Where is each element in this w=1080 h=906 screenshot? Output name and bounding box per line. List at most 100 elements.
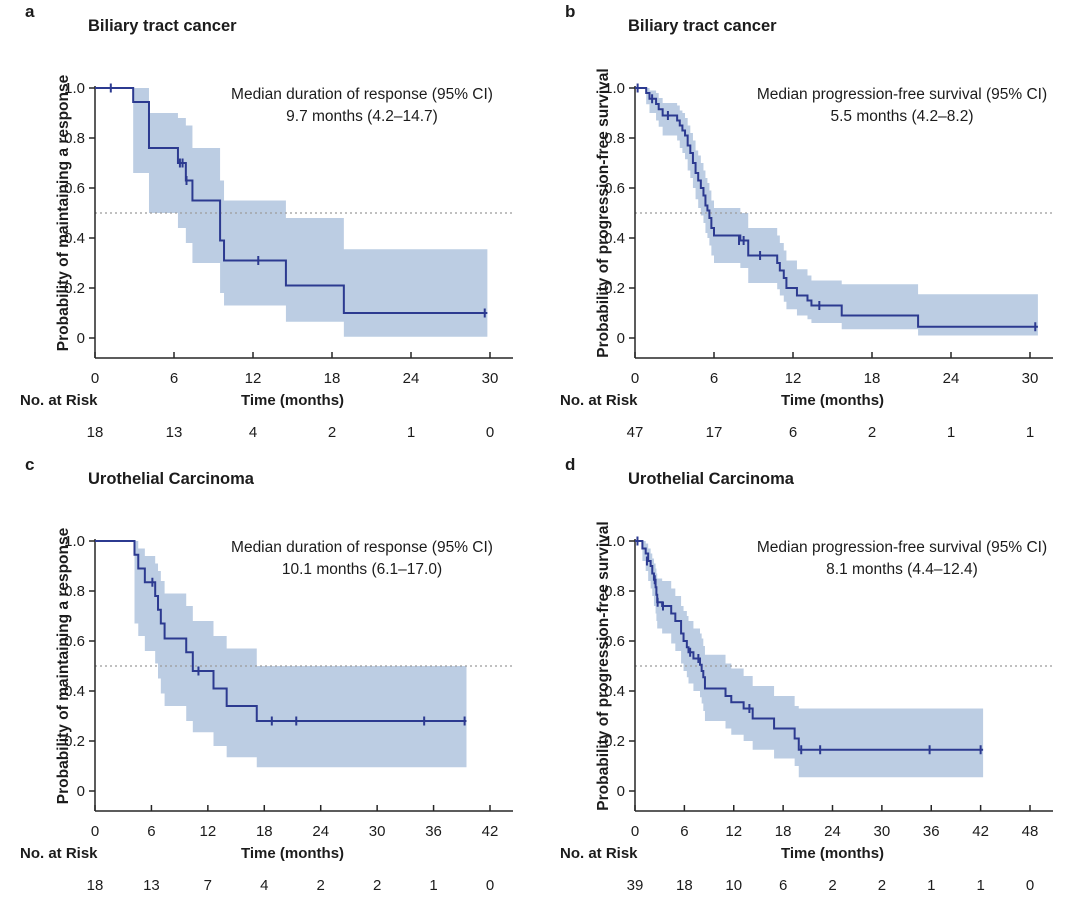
x-tick-labels: 0 6 12 18 24 30 [91, 352, 499, 387]
svg-text:0.4: 0.4 [604, 230, 625, 247]
km-curve [635, 87, 1038, 328]
at-risk-numbers: 18 13 4 2 1 0 [87, 424, 495, 441]
svg-text:1.0: 1.0 [64, 533, 85, 550]
svg-text:30: 30 [1022, 370, 1039, 387]
svg-text:0.2: 0.2 [64, 280, 85, 297]
svg-text:0.2: 0.2 [64, 733, 85, 750]
x-tick-labels: 0 6 12 18 24 30 [631, 352, 1039, 387]
svg-text:24: 24 [943, 370, 960, 387]
km-curve [95, 540, 467, 722]
svg-text:6: 6 [680, 823, 688, 840]
svg-text:0: 0 [91, 370, 99, 387]
svg-text:1: 1 [429, 877, 437, 894]
panel-title-b: Biliary tract cancer [628, 17, 777, 35]
svg-text:0.4: 0.4 [604, 683, 625, 700]
svg-text:6: 6 [710, 370, 718, 387]
svg-text:1: 1 [407, 424, 415, 441]
svg-text:0: 0 [1026, 877, 1034, 894]
panel-d: d Urothelial Carcinoma 1.0 0.8 0.6 0.4 0.2 0 0… [540, 453, 1080, 906]
svg-text:5.5 months (4.2–8.2): 5.5 months (4.2–8.2) [830, 108, 973, 125]
svg-text:13: 13 [166, 424, 183, 441]
x-axis-label: Time (months) [241, 845, 344, 862]
y-axis-label: Probability of progression-free survival [595, 521, 612, 810]
svg-text:7: 7 [204, 877, 212, 894]
at-risk-numbers: 47 17 6 2 1 1 [627, 424, 1035, 441]
median-annotation: Median duration of response (95% CI) 9.7 … [231, 86, 493, 125]
svg-text:0: 0 [631, 823, 639, 840]
no-at-risk-label: No. at Risk [560, 845, 638, 862]
confidence-band [646, 88, 1038, 336]
svg-text:30: 30 [874, 823, 891, 840]
svg-text:2: 2 [328, 424, 336, 441]
svg-text:0: 0 [631, 370, 639, 387]
y-axis-label: Probability of maintaining a response [55, 74, 72, 351]
svg-text:0.6: 0.6 [64, 633, 85, 650]
svg-text:0: 0 [486, 424, 494, 441]
km-curve [95, 87, 488, 314]
svg-text:0.6: 0.6 [604, 633, 625, 650]
svg-text:1.0: 1.0 [604, 533, 625, 550]
censor-marks [636, 83, 1037, 332]
svg-text:18: 18 [87, 424, 104, 441]
svg-text:12: 12 [725, 823, 742, 840]
panel-title-c: Urothelial Carcinoma [88, 470, 254, 488]
svg-text:0.4: 0.4 [64, 683, 85, 700]
svg-text:Median progression-free surviv: Median progression-free survival (95% CI… [757, 539, 1047, 556]
svg-text:0: 0 [77, 783, 85, 800]
median-annotation: Median progression-free survival (95% CI… [757, 539, 1047, 578]
x-tick-labels: 0 6 12 18 24 30 36 42 48 [631, 805, 1038, 840]
svg-text:2: 2 [878, 877, 886, 894]
no-at-risk-label: No. at Risk [20, 392, 98, 409]
svg-text:12: 12 [200, 823, 217, 840]
svg-text:18: 18 [864, 370, 881, 387]
y-tick-labels: 1.0 0.8 0.6 0.4 0.2 0 [64, 80, 95, 347]
svg-text:Median duration of response (9: Median duration of response (95% CI) [231, 539, 493, 556]
svg-text:18: 18 [676, 877, 693, 894]
svg-text:0: 0 [77, 330, 85, 347]
svg-text:30: 30 [482, 370, 499, 387]
panel-letter-b: b [565, 2, 576, 21]
svg-text:Median duration of response (9: Median duration of response (95% CI) [231, 86, 493, 103]
svg-text:42: 42 [972, 823, 989, 840]
svg-text:18: 18 [775, 823, 792, 840]
no-at-risk-label: No. at Risk [20, 845, 98, 862]
svg-text:0.8: 0.8 [604, 583, 625, 600]
panel-letter-d: d [565, 455, 576, 474]
svg-text:0: 0 [617, 783, 625, 800]
svg-text:12: 12 [245, 370, 262, 387]
svg-text:39: 39 [627, 877, 644, 894]
confidence-band [134, 541, 467, 768]
no-at-risk-label: No. at Risk [560, 392, 638, 409]
svg-text:1: 1 [927, 877, 935, 894]
svg-text:6: 6 [170, 370, 178, 387]
panel-title-d: Urothelial Carcinoma [628, 470, 794, 488]
panel-c: c Urothelial Carcinoma 1.0 0.8 0.6 0.4 0.2 0 0… [0, 453, 540, 906]
svg-text:0.6: 0.6 [64, 180, 85, 197]
svg-text:36: 36 [425, 823, 442, 840]
svg-text:1.0: 1.0 [604, 80, 625, 97]
svg-text:2: 2 [828, 877, 836, 894]
svg-text:0.8: 0.8 [604, 130, 625, 147]
y-tick-labels: 1.0 0.8 0.6 0.4 0.2 0 [604, 533, 635, 800]
axes [634, 539, 1053, 812]
y-tick-labels: 1.0 0.8 0.6 0.4 0.2 0 [604, 80, 635, 347]
svg-text:4: 4 [249, 424, 257, 441]
svg-text:2: 2 [373, 877, 381, 894]
y-axis-label: Probability of progression-free survival [595, 68, 612, 357]
svg-text:0.8: 0.8 [64, 130, 85, 147]
svg-text:Median progression-free surviv: Median progression-free survival (95% CI… [757, 86, 1047, 103]
svg-text:17: 17 [706, 424, 723, 441]
panel-b: b Biliary tract cancer 1.0 0.8 0.6 0.4 0.2 0 0… [540, 0, 1080, 453]
svg-text:6: 6 [147, 823, 155, 840]
svg-text:2: 2 [317, 877, 325, 894]
svg-text:12: 12 [785, 370, 802, 387]
svg-text:18: 18 [87, 877, 104, 894]
svg-text:10.1 months (6.1–17.0): 10.1 months (6.1–17.0) [282, 561, 442, 578]
svg-text:42: 42 [482, 823, 499, 840]
median-annotation: Median duration of response (95% CI) 10.1… [231, 539, 493, 578]
svg-text:9.7 months (4.2–14.7): 9.7 months (4.2–14.7) [286, 108, 438, 125]
